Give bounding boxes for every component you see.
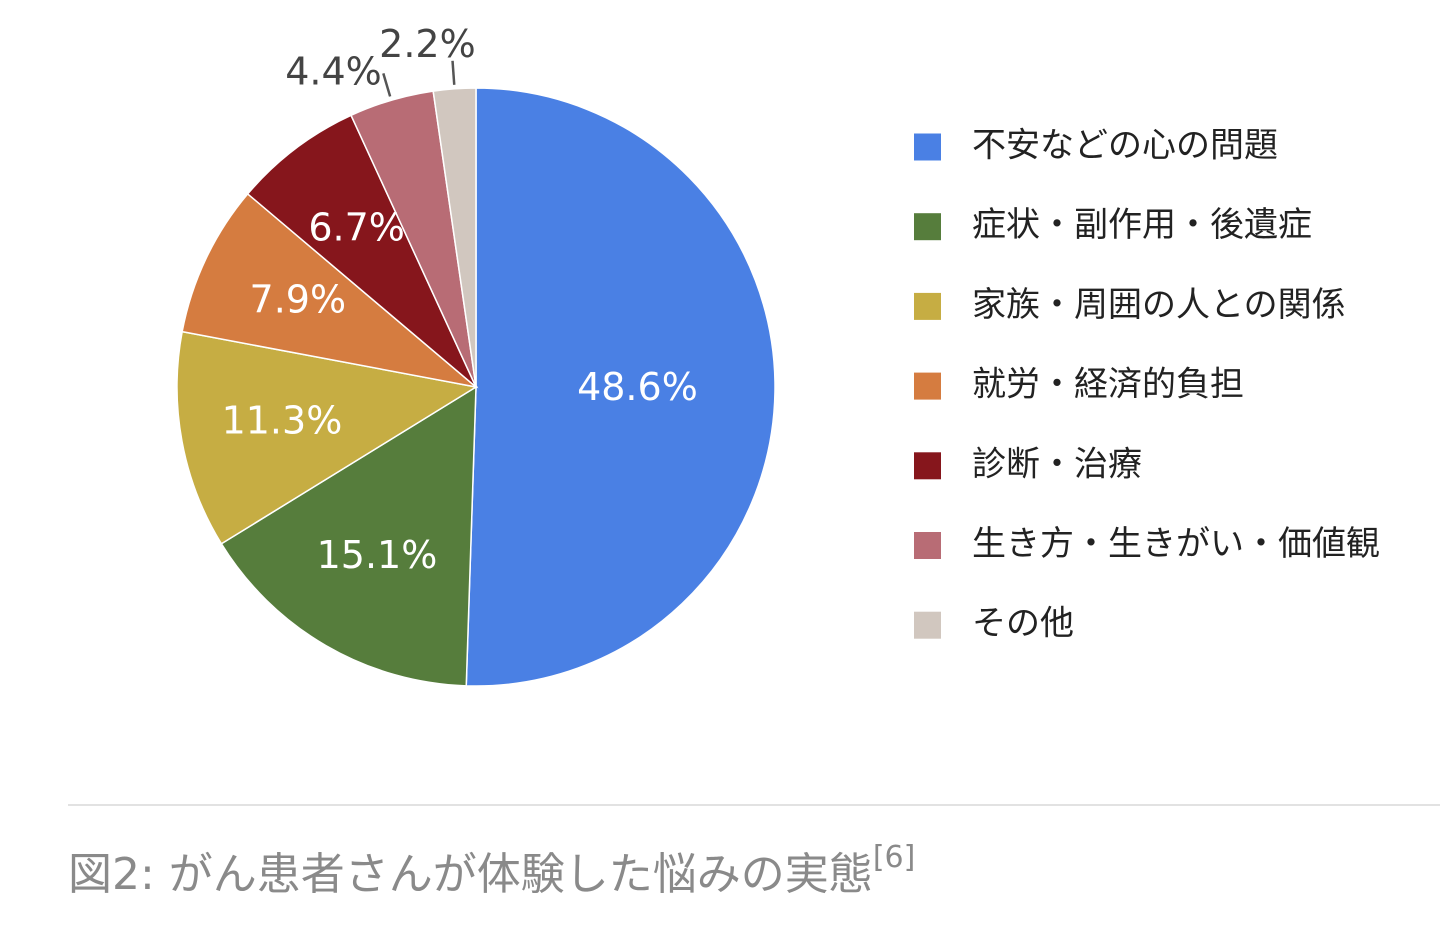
figure-caption: 図2: がん患者さんが体験した悩みの実態[6] xyxy=(68,838,915,902)
legend-label-6: 生き方・生きがい・価値観 xyxy=(972,524,1380,564)
legend: 不安などの心の問題症状・副作用・後遺症家族・周囲の人との関係就労・経済的負担診断… xyxy=(914,126,1380,644)
legend-label-7: その他 xyxy=(972,604,1074,644)
legend-label-1: 不安などの心の問題 xyxy=(972,126,1278,166)
legend-label-2: 症状・副作用・後遺症 xyxy=(972,205,1312,245)
legend-label-3: 家族・周囲の人との関係 xyxy=(972,285,1346,325)
legend-swatch-2 xyxy=(914,213,941,241)
pie-data-label-2: 15.1% xyxy=(317,533,438,577)
legend-swatch-4 xyxy=(914,372,941,400)
legend-item-4: 就労・経済的負担 xyxy=(914,365,1244,405)
legend-swatch-7 xyxy=(914,611,941,639)
caption-text: 図2: がん患者さんが体験した悩みの実態 xyxy=(68,849,873,900)
pie-slice-3 xyxy=(176,330,479,545)
pie-slice-5 xyxy=(246,114,477,388)
pie-chart: 48.6% 15.1% 11.3% 7.9% 6.7% 4.4%2.2% 不安などの心の問題… xyxy=(176,22,1380,687)
pie-data-label-4: 7.9% xyxy=(250,278,347,322)
pie-data-label-5: 6.7% xyxy=(308,205,405,249)
pie-slice-7 xyxy=(432,87,477,388)
pie-data-label-6: 4.4% xyxy=(285,49,382,93)
legend-item-7: その他 xyxy=(914,604,1074,644)
pie-slice-2 xyxy=(220,385,477,687)
legend-swatch-1 xyxy=(914,133,941,161)
pie-data-label-1: 48.6% xyxy=(577,365,698,409)
pie-slice-4 xyxy=(181,192,479,389)
legend-label-4: 就労・経済的負担 xyxy=(972,365,1244,405)
pie-data-label-7: 2.2% xyxy=(379,22,476,66)
pie-slices xyxy=(176,87,776,687)
pie-slice-1 xyxy=(465,87,776,687)
legend-item-6: 生き方・生きがい・価値観 xyxy=(914,524,1380,564)
pie-labels: 48.6% 15.1% 11.3% 7.9% 6.7% 4.4%2.2% xyxy=(222,22,698,577)
legend-swatch-3 xyxy=(914,292,941,320)
legend-item-2: 症状・副作用・後遺症 xyxy=(914,205,1312,245)
legend-item-3: 家族・周囲の人との関係 xyxy=(914,285,1346,325)
pie-data-label-3: 11.3% xyxy=(222,398,343,442)
caption-reference: [6] xyxy=(872,840,916,875)
pie-leader-line-7 xyxy=(451,60,456,85)
legend-item-5: 診断・治療 xyxy=(914,444,1142,484)
divider xyxy=(68,804,1440,806)
legend-label-5: 診断・治療 xyxy=(972,444,1142,484)
legend-item-1: 不安などの心の問題 xyxy=(914,126,1278,166)
pie-leader-line-6 xyxy=(382,73,392,97)
legend-swatch-5 xyxy=(914,452,941,480)
legend-swatch-6 xyxy=(914,532,941,559)
